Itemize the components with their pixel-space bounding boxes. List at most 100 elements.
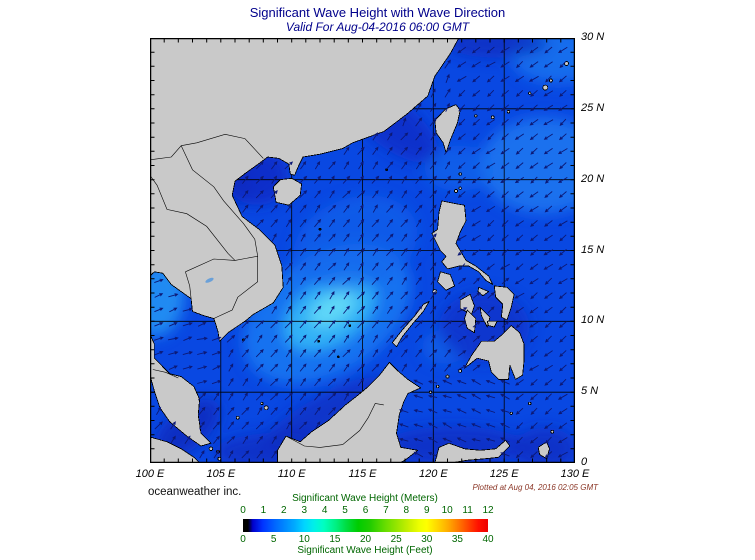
landmass-malay-peninsula	[150, 333, 212, 447]
feet-tick-15: 15	[329, 534, 341, 545]
island-miyako	[506, 109, 511, 114]
border-thailand-laos	[150, 175, 236, 261]
border-cambodia	[185, 255, 258, 319]
feet-tick-0: 0	[240, 534, 246, 545]
feet-tick-40: 40	[482, 534, 494, 545]
island-sulu-1	[445, 374, 450, 379]
field-region-east-china-dark	[446, 38, 549, 58]
island-ryukyu-3	[528, 91, 532, 95]
lon-label-100E: 100 E	[135, 468, 165, 480]
page-title: Significant Wave Height with Wave Direct…	[249, 5, 506, 20]
landmass-bohol	[486, 320, 498, 328]
island-paracel	[318, 227, 322, 231]
meters-tick-5: 5	[342, 505, 348, 516]
meters-tick-7: 7	[383, 505, 389, 516]
wave-direction-arrows	[153, 46, 568, 459]
island-babuyan-2	[458, 186, 462, 190]
landmass-luzon	[431, 200, 494, 285]
landmass-sumatra	[150, 436, 200, 463]
feet-tick-30: 30	[421, 534, 433, 545]
island-morotai	[550, 429, 555, 434]
island-yonaguni	[474, 114, 478, 118]
meters-tick-11: 11	[462, 505, 473, 516]
meters-tick-1: 1	[260, 505, 267, 516]
lat-label-10N: 10 N	[581, 314, 605, 327]
landmass-palawan	[391, 301, 430, 348]
island-anambas	[235, 415, 240, 420]
lon-label-105E: 105 E	[206, 468, 236, 480]
feet-tick-25: 25	[390, 534, 402, 545]
landmass-mindanao	[464, 325, 525, 380]
meters-tick-4: 4	[321, 505, 328, 516]
island-natuna-n	[260, 401, 264, 406]
island-sulu-2	[435, 384, 440, 389]
meters-tick-10: 10	[441, 505, 453, 516]
island-babuyan-1	[454, 189, 458, 193]
plotted-at-stamp: Plotted at Aug 04, 2016 02:05 GMT	[472, 483, 598, 492]
valid-time-subtitle: Valid For Aug-04-2016 06:00 GMT	[285, 20, 470, 34]
colorbar-title-meters: Significant Wave Height (Meters)	[292, 493, 438, 504]
border-kalimantan-malaysia	[285, 403, 384, 448]
credit: oceanweather inc.	[148, 486, 242, 498]
island-ishigaki	[490, 115, 495, 120]
lon-label-110E: 110 E	[277, 468, 306, 480]
lon-label-125E: 125 E	[489, 468, 519, 480]
island-basilan	[458, 368, 463, 373]
meters-tick-12: 12	[482, 505, 494, 516]
island-batam	[208, 446, 214, 451]
island-spratly-3	[337, 355, 340, 359]
landmass-hainan	[272, 177, 302, 206]
border-vietnam-laos	[180, 145, 258, 257]
landmass-mindoro	[437, 271, 455, 291]
border-china-indochina	[150, 133, 264, 161]
island-natuna	[263, 405, 269, 411]
map-canvas	[150, 38, 575, 463]
landmass-samar-leyte	[493, 285, 515, 321]
lat-label-5N: 5 N	[581, 385, 599, 398]
lat-label-25N: 25 N	[581, 101, 605, 114]
lon-label-120E: 120 E	[418, 468, 448, 480]
island-talaud	[528, 401, 532, 406]
colorbar-title-feet: Significant Wave Height (Feet)	[297, 545, 433, 556]
meters-tick-9: 9	[423, 505, 430, 516]
field-region-scs-mid-north	[293, 195, 418, 292]
border-cambodia-west	[185, 271, 192, 299]
feet-tick-20: 20	[359, 534, 372, 545]
meters-tick-0: 0	[240, 505, 246, 516]
meters-tick-3: 3	[301, 505, 308, 516]
landmass-asia-mainland	[150, 38, 460, 342]
lat-label-30N: 30 N	[581, 31, 605, 43]
landmass-borneo	[277, 362, 421, 463]
country-borders	[150, 133, 384, 448]
feet-tick-5: 5	[270, 534, 277, 545]
island-spratly-2	[348, 324, 352, 327]
lat-label-15N: 15 N	[581, 243, 605, 256]
island-okinawa	[542, 84, 549, 91]
lon-label-115E: 115 E	[348, 468, 377, 480]
meters-tick-6: 6	[362, 505, 369, 516]
island-sulu-3	[428, 390, 433, 394]
degree-tick-marks	[150, 38, 575, 463]
landmasses	[150, 38, 569, 463]
meters-tick-2: 2	[281, 505, 287, 516]
island-spratly-1	[317, 339, 320, 343]
lat-label-20N: 20 N	[581, 172, 605, 185]
lon-label-130E: 130 E	[560, 468, 590, 480]
feet-tick-10: 10	[298, 534, 310, 545]
lat-label-0: 0	[581, 456, 588, 468]
field-region-borneo-shelf-dark	[265, 376, 387, 448]
landmass-masbate	[477, 286, 489, 297]
map-wrap	[150, 38, 575, 463]
meters-tick-8: 8	[403, 505, 410, 516]
lake-tonle-sap	[205, 277, 214, 283]
island-ryukyu-1	[548, 78, 553, 83]
island-batan	[458, 172, 462, 176]
island-sangihe	[509, 411, 513, 415]
border-malaysia-thailand	[152, 369, 179, 379]
colorbar-gradient	[243, 519, 488, 532]
landmass-halmahera	[537, 441, 550, 460]
island-pratas	[385, 168, 389, 172]
feet-tick-35: 35	[451, 534, 463, 545]
landmass-taiwan	[434, 104, 461, 154]
